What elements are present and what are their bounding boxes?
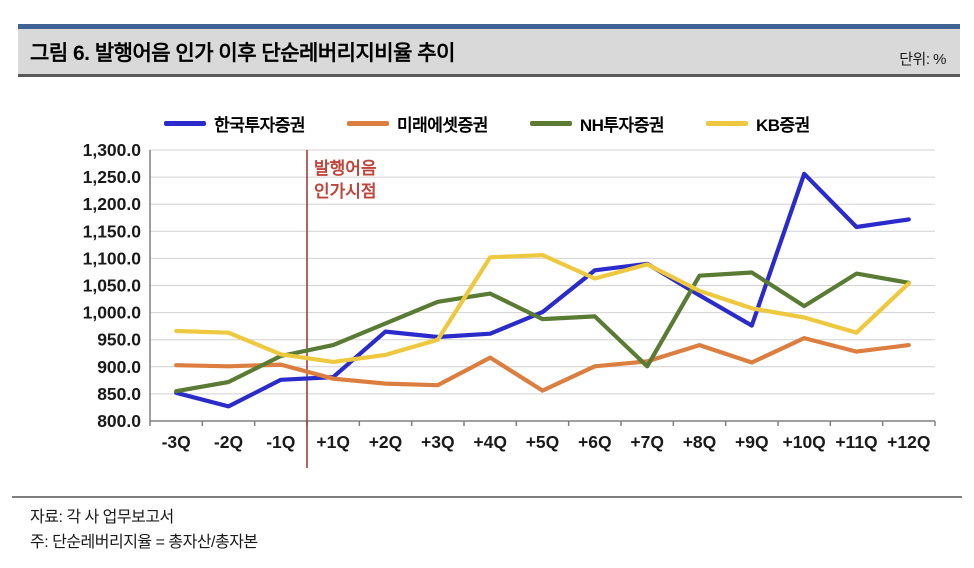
svg-text:+5Q: +5Q [526,432,560,452]
legend-swatch-3 [705,120,748,126]
series-line-0 [174,171,911,409]
svg-text:+11Q: +11Q [835,432,877,452]
svg-text:+8Q: +8Q [683,432,717,452]
svg-text:-1Q: -1Q [266,432,295,452]
legend-item-1: 미래에셋증권 [347,111,488,136]
y-axis-labels: 800.0 850.0 900.0 950.0 1,000.0 1,050.0 1,100.… [83,140,142,431]
svg-text:+4Q: +4Q [473,432,507,452]
gridlines [150,149,935,395]
x-axis-labels: -3Q -2Q -1Q +1Q +2Q +3Q +4Q +5Q +6Q +7Q +8Q +9Q +10Q… [162,432,931,452]
series-line-3 [174,252,911,364]
svg-text:-2Q: -2Q [214,432,243,452]
svg-text:+6Q: +6Q [578,432,612,452]
footer-divider [12,496,962,498]
svg-text:+7Q: +7Q [630,432,664,452]
figure-title: 그림 6. 발행어음 인가 이후 단순레버리지비율 추이 [30,41,455,65]
svg-text:800.0: 800.0 [97,411,141,431]
svg-text:950.0: 950.0 [97,330,141,350]
legend-item-3: KB증권 [705,111,810,136]
legend-label-0: 한국투자증권 [214,115,306,135]
figure-header: 그림 6. 발행어음 인가 이후 단순레버리지비율 추이 단위: % [18,24,960,77]
svg-text:발행어음: 발행어음 [314,159,377,178]
svg-text:1,250.0: 1,250.0 [83,167,142,187]
legend-item-0: 한국투자증권 [164,111,306,136]
svg-text:인가시점: 인가시점 [314,182,377,201]
legend-swatch-1 [347,120,390,126]
svg-text:+12Q: +12Q [887,432,930,452]
svg-text:+10Q: +10Q [783,432,826,452]
source-note: 자료: 각 사 업무보고서 [30,509,174,526]
svg-text:+1Q: +1Q [316,432,350,452]
svg-text:+2Q: +2Q [369,432,403,452]
svg-text:850.0: 850.0 [97,384,141,404]
axes [149,150,936,426]
legend-swatch-0 [164,120,207,126]
svg-text:+3Q: +3Q [421,432,455,452]
svg-text:900.0: 900.0 [97,357,141,377]
legend-item-2: NH투자증권 [529,111,665,136]
chart-legend: 한국투자증권 미래에셋증권 NH투자증권 KB증권 [0,110,974,136]
legend-swatch-2 [529,120,572,126]
series-line-2 [174,270,911,394]
svg-text:1,050.0: 1,050.0 [83,276,142,296]
series-line-1 [174,336,911,393]
legend-label-2: NH투자증권 [579,115,665,135]
line-chart: 800.0 850.0 900.0 950.0 1,000.0 1,050.0 1,100.… [83,140,936,468]
svg-text:-3Q: -3Q [162,432,191,452]
svg-text:1,200.0: 1,200.0 [83,194,142,214]
unit-label: 단위: % [899,51,946,68]
svg-text:1,300.0: 1,300.0 [83,140,142,160]
svg-text:+9Q: +9Q [735,432,769,452]
footnote: 주: 단순레버리지율 = 총자산/총자본 [30,534,258,551]
svg-text:1,150.0: 1,150.0 [83,221,142,241]
legend-label-1: 미래에셋증권 [397,115,488,135]
svg-text:1,000.0: 1,000.0 [83,303,142,323]
svg-text:1,100.0: 1,100.0 [83,248,142,268]
legend-label-3: KB증권 [755,115,810,135]
